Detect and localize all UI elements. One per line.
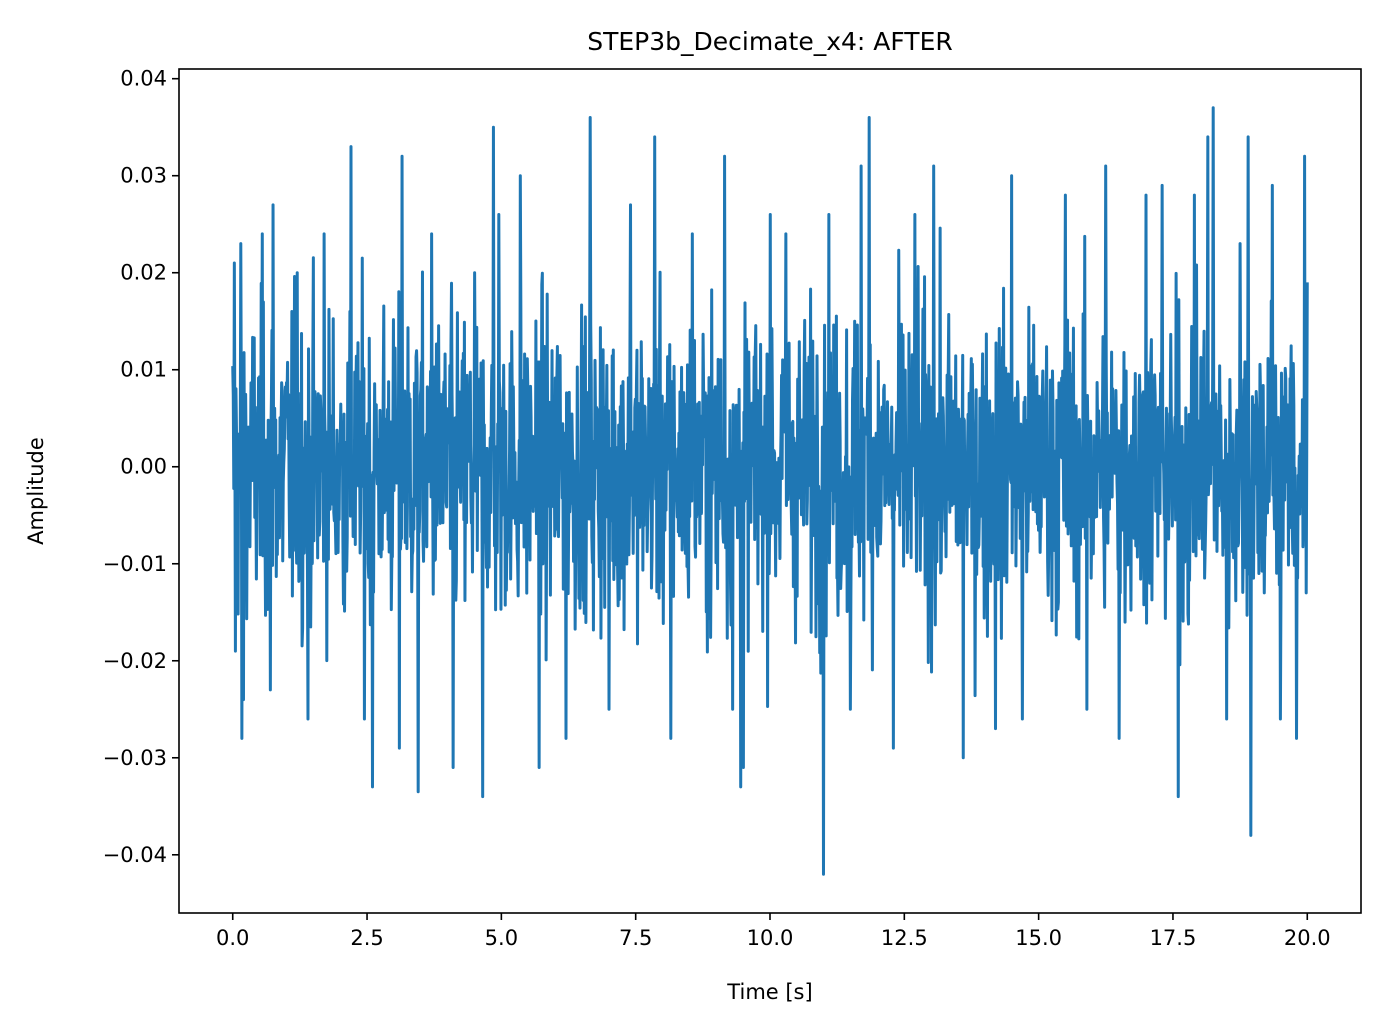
y-tick-label: 0.02 — [120, 261, 167, 285]
y-tick-label: 0.03 — [120, 164, 167, 188]
x-axis: 0.0 2.5 5.0 7.5 10.0 12.5 15.0 17.5 20.0 — [216, 913, 1331, 950]
x-tick-label: 2.5 — [350, 926, 383, 950]
x-tick-label: 17.5 — [1150, 926, 1197, 950]
y-tick-label: −0.03 — [103, 746, 167, 770]
y-axis: −0.04 −0.03 −0.02 −0.01 0.00 0.01 0.02 0.03 0.04 — [103, 67, 179, 867]
y-tick-label: −0.02 — [103, 649, 167, 673]
chart-title: STEP3b_Decimate_x4: AFTER — [587, 27, 953, 56]
x-tick-label: 10.0 — [747, 926, 794, 950]
y-tick-label: −0.04 — [103, 843, 167, 867]
y-tick-label: 0.01 — [120, 358, 167, 382]
y-tick-label: 0.04 — [120, 67, 167, 91]
y-tick-label: −0.01 — [103, 552, 167, 576]
x-tick-label: 5.0 — [485, 926, 518, 950]
x-tick-label: 15.0 — [1015, 926, 1062, 950]
x-tick-label: 7.5 — [619, 926, 652, 950]
x-tick-label: 12.5 — [881, 926, 928, 950]
y-tick-label: 0.00 — [120, 455, 167, 479]
x-tick-label: 0.0 — [216, 926, 249, 950]
x-axis-label: Time [s] — [726, 980, 812, 1004]
x-tick-label: 20.0 — [1284, 926, 1331, 950]
series-line-signal — [231, 106, 1309, 876]
y-axis-label: Amplitude — [24, 437, 48, 545]
